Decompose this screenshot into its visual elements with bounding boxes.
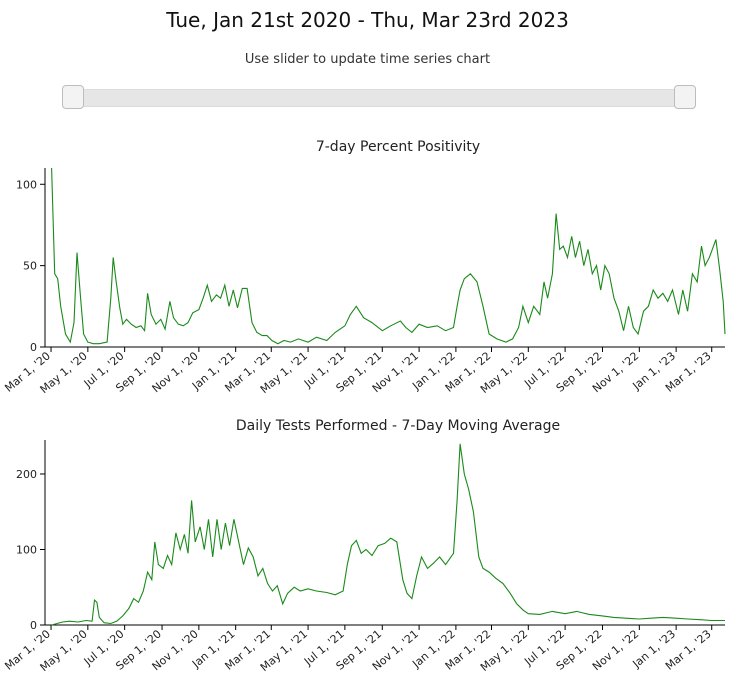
positivity-series-line <box>51 167 726 345</box>
positivity-y-tick-label: 50 <box>23 260 37 273</box>
tests-y-tick-label: 200 <box>16 468 37 481</box>
positivity-y-tick-label: 0 <box>30 341 37 354</box>
date-range-title: Tue, Jan 21st 2020 - Thu, Mar 23rd 2023 <box>166 8 569 32</box>
daily-tests-chart: Daily Tests Performed - 7-Day Moving Ave… <box>2 418 725 674</box>
tests-y-tick-label: 0 <box>30 619 37 632</box>
positivity-y-tick-label: 100 <box>16 178 37 191</box>
tests-series-line <box>51 443 725 626</box>
tests-y-tick-label: 100 <box>16 543 37 556</box>
slider-handle-end[interactable] <box>674 85 696 109</box>
positivity-chart-title: 7-day Percent Positivity <box>316 139 480 155</box>
slider-hint: Use slider to update time series chart <box>244 52 491 67</box>
date-range-slider-track[interactable] <box>72 89 686 107</box>
tests-chart-title: Daily Tests Performed - 7-Day Moving Ave… <box>236 418 560 434</box>
slider-handle-start[interactable] <box>62 85 84 109</box>
